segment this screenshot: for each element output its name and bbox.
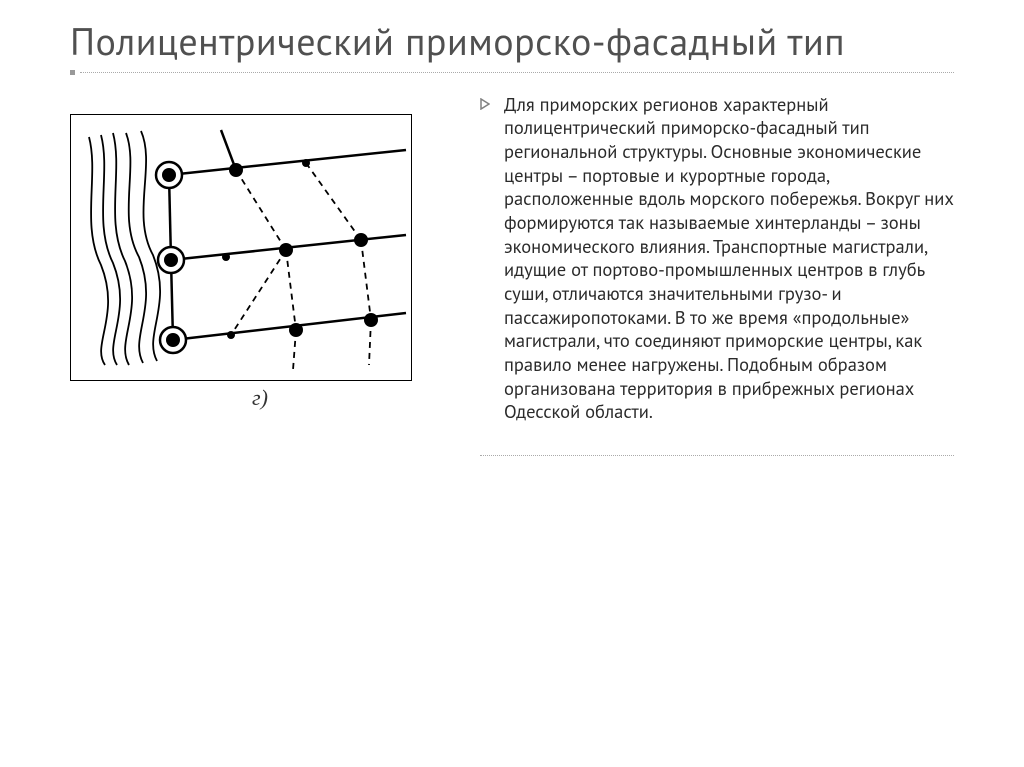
title-divider (70, 70, 954, 76)
footer-divider (480, 455, 954, 456)
bullet-icon (480, 94, 494, 425)
slide-title: Полицентрический приморско-фасадный тип (70, 20, 954, 64)
diagram-label: г) (70, 385, 450, 411)
diagram (70, 114, 412, 381)
body-text: Для приморских регионов характерный поли… (504, 94, 954, 425)
content-row: г) Для приморских регионов характерный п… (70, 94, 954, 456)
text-column: Для приморских регионов характерный поли… (480, 94, 954, 456)
diagram-column: г) (70, 94, 450, 456)
